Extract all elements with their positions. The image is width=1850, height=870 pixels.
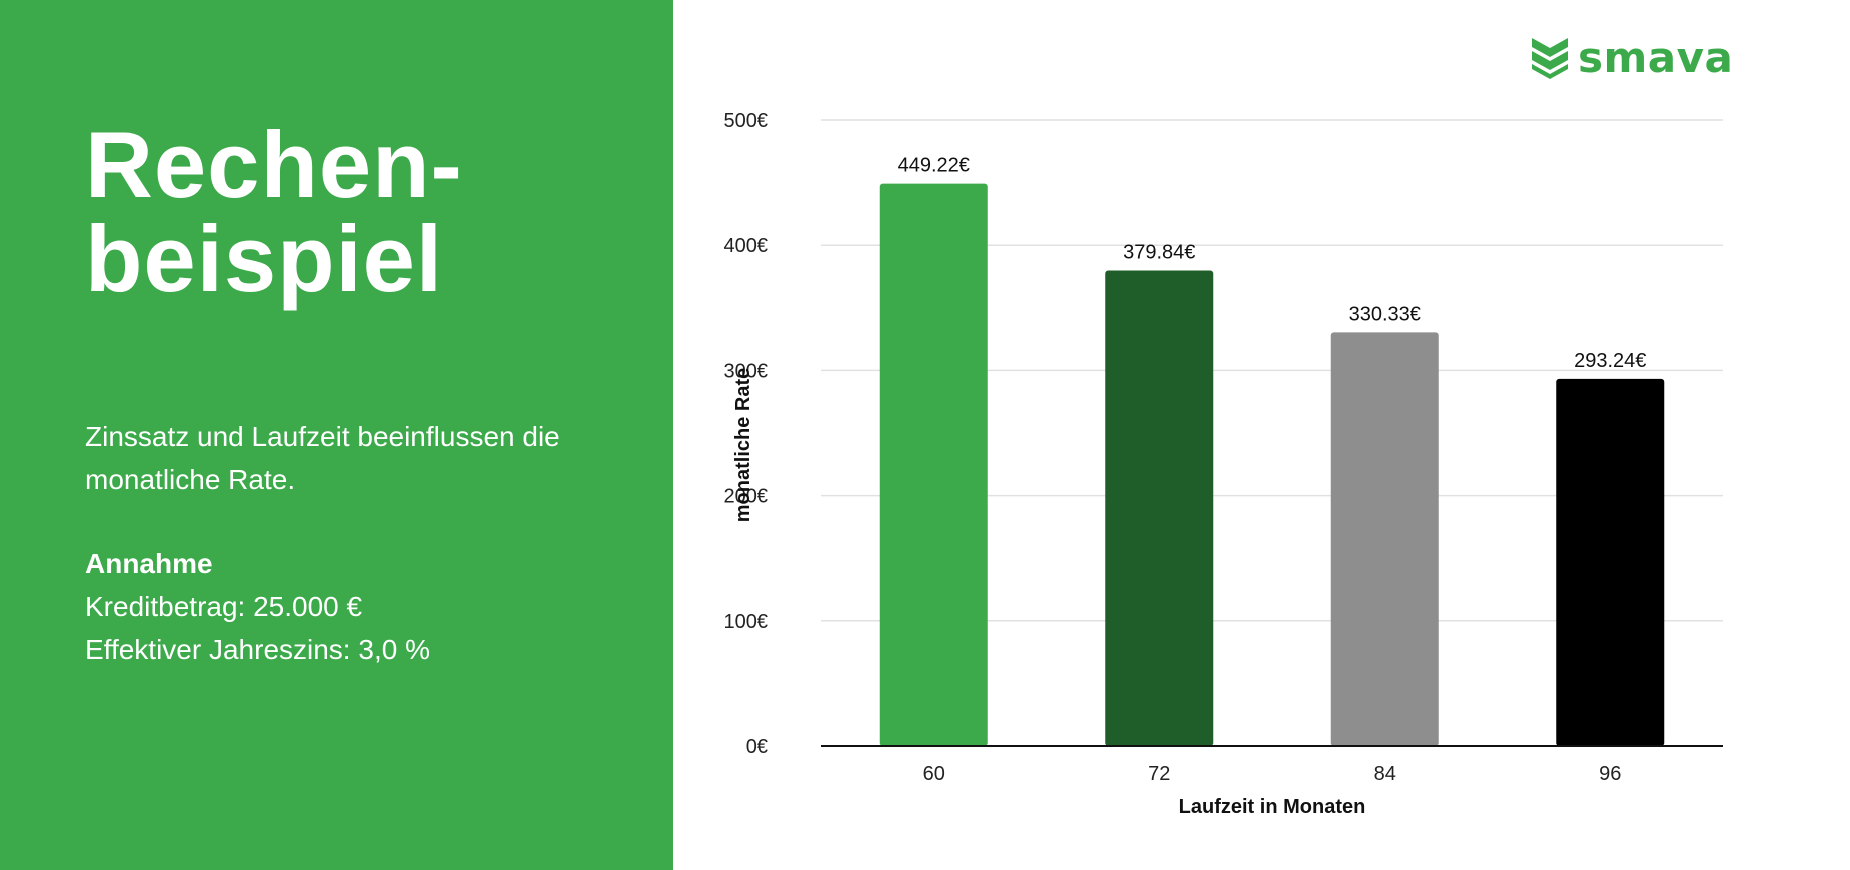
x-tick-label: 72 bbox=[1148, 763, 1170, 785]
bar bbox=[879, 183, 988, 747]
y-tick-label: 500€ bbox=[724, 110, 769, 132]
y-tick-label: 100€ bbox=[724, 611, 769, 633]
intro-text: Zinssatz und Laufzeit beeinflussen die m… bbox=[85, 415, 645, 501]
y-tick-label: 0€ bbox=[746, 736, 768, 758]
smava-logo: smava bbox=[1530, 36, 1733, 80]
left-panel: Rechen- beispiel Zinssatz und Laufzeit b… bbox=[0, 0, 673, 870]
chevron-stack-icon bbox=[1532, 38, 1568, 79]
bar-chart: 0€ 100€ 200€ 300€ 400€ 500€ 449.22€ 379.84€ 330… bbox=[724, 110, 1723, 818]
bar-value-label: 293.24€ bbox=[1574, 350, 1646, 372]
x-tick-label: 84 bbox=[1374, 763, 1396, 785]
loan-amount-text: Kreditbetrag: 25.000 € bbox=[85, 591, 363, 622]
bars bbox=[879, 183, 1665, 747]
title-line-2: beispiel bbox=[85, 206, 444, 311]
x-tick-label: 96 bbox=[1599, 763, 1621, 785]
y-tick-label: 400€ bbox=[724, 235, 769, 257]
logo-wordmark: smava bbox=[1578, 33, 1734, 82]
intro-line-2: monatliche Rate. bbox=[85, 464, 296, 495]
y-tick-label: 200€ bbox=[724, 486, 769, 508]
assumptions-heading: Annahme bbox=[85, 548, 213, 579]
bar-value-label: 330.33€ bbox=[1349, 303, 1421, 325]
y-axis-title: monatliche Rate bbox=[732, 368, 754, 522]
y-tick-label: 300€ bbox=[724, 360, 769, 382]
value-labels: 449.22€ 379.84€ 330.33€ 293.24€ bbox=[898, 155, 1647, 372]
interest-rate-text: Effektiver Jahreszins: 3,0 % bbox=[85, 634, 430, 665]
x-tick-label: 60 bbox=[923, 763, 945, 785]
bar-value-label: 449.22€ bbox=[898, 155, 970, 177]
page-title: Rechen- beispiel bbox=[85, 118, 463, 306]
bar-value-label: 379.84€ bbox=[1123, 241, 1195, 263]
x-axis-ticks: 60 72 84 96 bbox=[923, 763, 1622, 785]
bar bbox=[1105, 270, 1214, 746]
y-axis-ticks: 0€ 100€ 200€ 300€ 400€ 500€ bbox=[724, 110, 769, 758]
title-line-1: Rechen- bbox=[85, 112, 463, 217]
intro-line-1: Zinssatz und Laufzeit beeinflussen die bbox=[85, 421, 560, 452]
bar bbox=[1330, 332, 1439, 746]
assumptions-block: Annahme Kreditbetrag: 25.000 € Effektive… bbox=[85, 542, 430, 671]
bar bbox=[1556, 378, 1665, 746]
x-axis-title: Laufzeit in Monaten bbox=[1179, 796, 1366, 818]
